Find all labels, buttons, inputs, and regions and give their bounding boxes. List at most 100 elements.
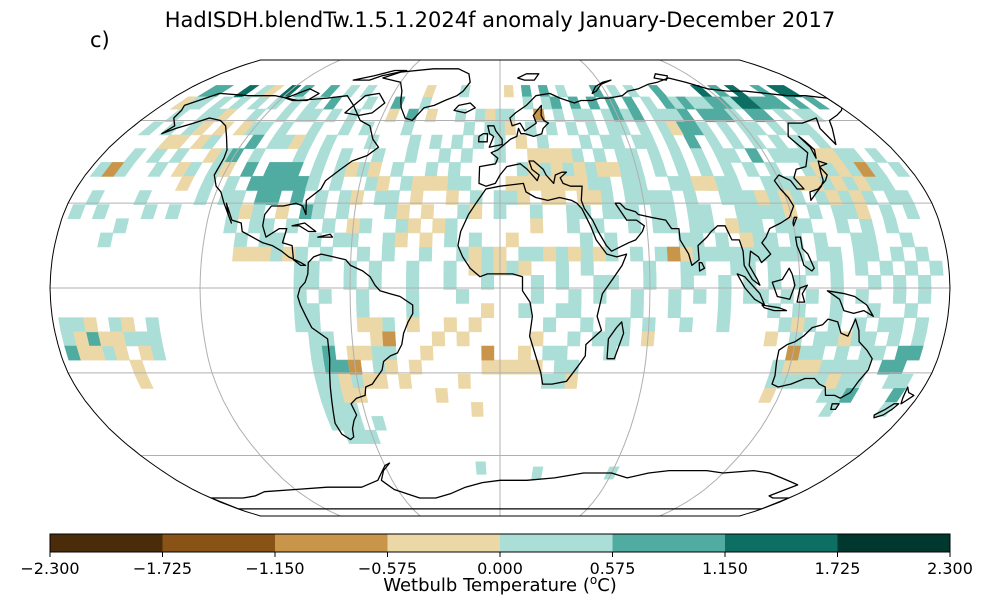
negative-anomaly-cell <box>484 108 496 123</box>
negative-anomaly-cell <box>820 148 844 163</box>
colorbar-swatch <box>500 534 613 552</box>
severnaya-coastline <box>653 73 669 81</box>
positive-anomaly-cell <box>797 218 814 234</box>
positive-anomaly-cell <box>239 162 259 177</box>
greenland-coastline <box>382 68 471 122</box>
positive-anomaly-cell <box>443 275 457 290</box>
colorbar-swatch <box>725 534 838 552</box>
positive-anomaly-cell <box>404 148 419 163</box>
negative-anomaly-cell <box>753 190 771 205</box>
positive-anomaly-cell <box>904 260 919 276</box>
positive-anomaly-cell <box>744 148 765 163</box>
negative-anomaly-cell <box>407 218 422 234</box>
positive-anomaly-cell <box>359 85 378 98</box>
negative-anomaly-cell <box>211 121 235 136</box>
positive-anomaly-cell <box>817 402 840 417</box>
positive-anomaly-cell <box>902 204 921 219</box>
nz-north-coastline <box>900 386 915 405</box>
positive-anomaly-cell <box>304 176 322 191</box>
positive-anomaly-cell <box>164 204 183 219</box>
negative-anomaly-cell <box>457 373 471 389</box>
negative-anomaly-cell <box>83 317 99 333</box>
negative-anomaly-cell <box>424 108 439 123</box>
negative-anomaly-cell <box>396 204 411 219</box>
colorbar-swatch <box>50 534 163 552</box>
negative-anomaly-cell <box>259 85 285 98</box>
positive-anomaly-cell <box>428 134 443 149</box>
negative-anomaly-cell <box>366 162 383 177</box>
negative-anomaly-cell <box>432 218 446 234</box>
positive-anomaly-cell <box>303 108 324 123</box>
negative-anomaly-cell <box>529 359 543 375</box>
negative-anomaly-cell <box>690 176 708 191</box>
colorbar-tick-label: 2.300 <box>927 559 973 578</box>
positive-anomaly-cell <box>914 246 930 262</box>
positive-anomaly-cell <box>678 317 694 333</box>
positive-anomaly-cell <box>870 345 887 361</box>
positive-anomaly-cell <box>567 331 581 347</box>
negative-anomaly-cell <box>567 246 582 262</box>
positive-anomaly-cell <box>319 246 334 262</box>
positive-anomaly-cell <box>768 275 782 290</box>
negative-anomaly-cell <box>434 176 449 191</box>
negative-anomaly-cell <box>384 108 401 123</box>
negative-anomaly-cell <box>804 359 823 375</box>
cuba-coastline <box>291 222 317 233</box>
positive-anomaly-cell <box>903 303 919 318</box>
uk-coastline <box>487 125 503 148</box>
sri-lanka-coastline <box>698 261 706 272</box>
negative-anomaly-cell <box>174 176 195 191</box>
positive-anomaly-cell <box>371 416 387 431</box>
colorbar-tick-label: 1.725 <box>815 559 861 578</box>
iceland-coastline <box>453 102 476 114</box>
negative-anomaly-cell <box>822 373 842 389</box>
positive-anomaly-cell <box>630 303 644 318</box>
positive-anomaly-cell <box>91 204 110 219</box>
positive-anomaly-cell <box>530 289 544 304</box>
negative-anomaly-cell <box>588 190 603 205</box>
ireland-coastline <box>477 133 489 143</box>
negative-anomaly-cell <box>101 162 125 177</box>
positive-anomaly-cell <box>458 176 472 191</box>
positive-anomaly-cell <box>863 148 889 163</box>
negative-anomaly-cell <box>232 121 255 136</box>
positive-anomaly-cell <box>765 96 792 110</box>
positive-anomaly-cell <box>667 303 682 318</box>
negative-anomaly-cell <box>505 232 519 248</box>
positive-anomaly-cell <box>456 289 470 304</box>
positive-anomaly-cell <box>232 85 260 98</box>
positive-anomaly-cell <box>273 108 296 123</box>
positive-anomaly-cell <box>400 121 416 136</box>
colorbar-swatch <box>275 534 388 552</box>
positive-anomaly-cell <box>358 121 376 136</box>
colorbar-swatch <box>837 534 951 552</box>
positive-anomaly-cell <box>542 317 557 333</box>
north-america-coastline <box>161 92 380 267</box>
negative-anomaly-cell <box>481 345 495 361</box>
colorbar-swatch <box>612 534 726 552</box>
positive-anomaly-cell <box>566 218 581 234</box>
novaya-zemlya-coastline <box>591 79 612 95</box>
positive-anomaly-cell <box>193 190 212 205</box>
positive-anomaly-cell <box>578 134 593 149</box>
positive-anomaly-cell <box>722 148 743 163</box>
positive-anomaly-cell <box>799 108 827 123</box>
negative-anomaly-cell <box>406 317 420 333</box>
colorbar-tick-label: −0.575 <box>358 559 417 578</box>
longitude-gridline <box>199 60 341 516</box>
negative-anomaly-cell <box>201 148 224 163</box>
positive-anomaly-cell <box>361 96 379 110</box>
anomaly-cells <box>58 85 944 480</box>
negative-anomaly-cell <box>113 345 130 361</box>
south-america-coastline <box>297 253 414 441</box>
negative-anomaly-cell <box>409 190 424 205</box>
negative-anomaly-cell <box>854 204 872 219</box>
australia-coastline <box>771 318 873 399</box>
negative-anomaly-cell <box>470 402 484 417</box>
negative-anomaly-cell <box>419 232 433 248</box>
coastlines <box>161 68 915 510</box>
negative-anomaly-cell <box>237 204 255 219</box>
eurasia-coastline <box>478 77 843 286</box>
